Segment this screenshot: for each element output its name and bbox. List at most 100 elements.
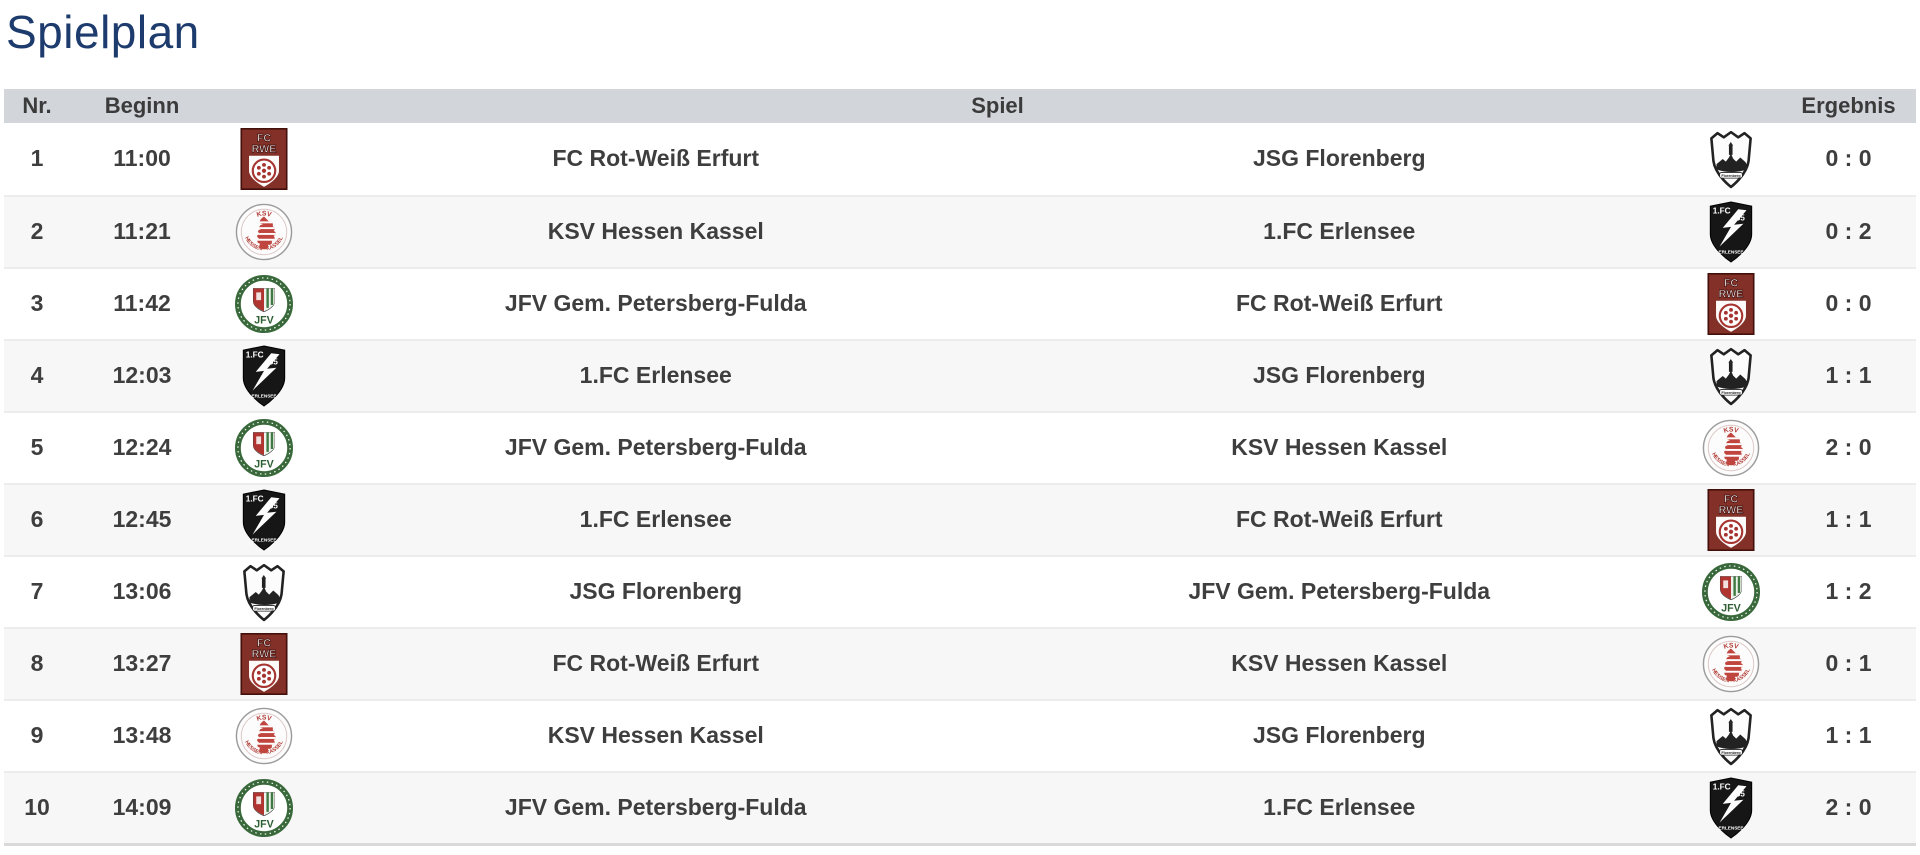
away-club-crest-icon <box>1702 777 1760 839</box>
column-header-nr: Nr. <box>22 92 52 118</box>
home-team-name: FC Rot-Weiß Erfurt <box>552 145 760 172</box>
match-start-time: 11:00 <box>113 145 171 172</box>
away-team-logo <box>1681 273 1781 335</box>
column-header-ergebnis: Ergebnis <box>1801 92 1896 118</box>
away-team-name: JFV Gem. Petersberg-Fulda <box>1188 578 1491 605</box>
table-row: 8 13:27 FC Rot-Weiß Erfurt KSV Hessen Ka… <box>4 626 1916 699</box>
away-team-name: 1.FC Erlensee <box>1263 218 1416 245</box>
home-club-crest-icon <box>235 417 293 479</box>
away-club-crest-icon <box>1702 417 1760 479</box>
match-result: 0 : 2 <box>1825 218 1872 245</box>
home-team-name: JFV Gem. Petersberg-Fulda <box>504 794 807 821</box>
table-row: 1 11:00 FC Rot-Weiß Erfurt JSG Florenber… <box>4 122 1916 195</box>
away-club-crest-icon <box>1702 705 1760 767</box>
match-list: 1 11:00 FC Rot-Weiß Erfurt JSG Florenber… <box>4 122 1916 846</box>
match-number: 4 <box>30 362 44 389</box>
home-club-crest-icon <box>235 633 293 695</box>
home-team-name: JFV Gem. Petersberg-Fulda <box>504 290 807 317</box>
table-row: 2 11:21 KSV Hessen Kassel 1.FC Erlensee … <box>4 194 1916 267</box>
match-result: 0 : 1 <box>1825 650 1872 677</box>
match-start-time: 12:24 <box>112 434 172 461</box>
match-number: 8 <box>30 650 44 677</box>
home-team-name: 1.FC Erlensee <box>579 362 732 389</box>
home-team-name: FC Rot-Weiß Erfurt <box>552 650 760 677</box>
away-club-crest-icon <box>1702 561 1760 623</box>
match-start-time: 13:27 <box>112 650 172 677</box>
table-row: 7 13:06 JSG Florenberg JFV Gem. Petersbe… <box>4 554 1916 627</box>
away-team-name: KSV Hessen Kassel <box>1231 434 1448 461</box>
home-team-name: KSV Hessen Kassel <box>547 722 764 749</box>
away-team-logo <box>1681 128 1781 190</box>
match-result: 1 : 1 <box>1825 506 1872 533</box>
match-number: 7 <box>30 578 44 605</box>
match-result: 0 : 0 <box>1825 145 1872 172</box>
match-start-time: 14:09 <box>112 794 172 821</box>
column-header-spiel-wrap: Spiel <box>314 93 1681 119</box>
home-club-crest-icon <box>235 273 293 335</box>
away-team-name: KSV Hessen Kassel <box>1231 650 1448 677</box>
home-team-name: 1.FC Erlensee <box>579 506 732 533</box>
away-team-logo <box>1681 705 1781 767</box>
away-team-name: JSG Florenberg <box>1252 362 1426 389</box>
table-row: 4 12:03 1.FC Erlensee JSG Florenberg 1 :… <box>4 338 1916 411</box>
home-team-logo <box>214 273 314 335</box>
away-team-logo <box>1681 561 1781 623</box>
away-team-logo <box>1681 633 1781 695</box>
home-team-logo <box>214 777 314 839</box>
match-result: 0 : 0 <box>1825 290 1872 317</box>
match-start-time: 12:03 <box>112 362 172 389</box>
match-start-time: 13:06 <box>112 578 172 605</box>
away-team-name: FC Rot-Weiß Erfurt <box>1235 290 1443 317</box>
home-team-logo <box>214 705 314 767</box>
match-result: 1 : 1 <box>1825 362 1872 389</box>
table-row: 9 13:48 KSV Hessen Kassel JSG Florenberg… <box>4 698 1916 771</box>
away-team-name: 1.FC Erlensee <box>1263 794 1416 821</box>
home-club-crest-icon <box>235 345 293 407</box>
away-team-logo <box>1681 777 1781 839</box>
away-team-logo <box>1681 417 1781 479</box>
table-row: 5 12:24 JFV Gem. Petersberg-Fulda KSV He… <box>4 410 1916 483</box>
away-team-name: JSG Florenberg <box>1252 145 1426 172</box>
match-result: 1 : 1 <box>1825 722 1872 749</box>
match-number: 2 <box>30 218 44 245</box>
away-team-logo <box>1681 201 1781 263</box>
away-club-crest-icon <box>1702 201 1760 263</box>
home-team-logo <box>214 489 314 551</box>
away-team-logo <box>1681 489 1781 551</box>
away-team-name: JSG Florenberg <box>1252 722 1426 749</box>
column-header-beginn: Beginn <box>104 92 180 118</box>
table-row: 6 12:45 1.FC Erlensee FC Rot-Weiß Erfurt… <box>4 482 1916 555</box>
match-start-time: 12:45 <box>112 506 172 533</box>
match-result: 2 : 0 <box>1825 794 1872 821</box>
page-title: Spielplan <box>6 6 200 58</box>
match-result: 1 : 2 <box>1825 578 1872 605</box>
match-result: 2 : 0 <box>1825 434 1872 461</box>
home-club-crest-icon <box>235 489 293 551</box>
match-start-time: 11:42 <box>113 290 171 317</box>
home-team-logo <box>214 633 314 695</box>
home-club-crest-icon <box>235 777 293 839</box>
match-start-time: 13:48 <box>112 722 172 749</box>
home-team-logo <box>214 561 314 623</box>
match-number: 3 <box>30 290 44 317</box>
home-team-logo <box>214 201 314 263</box>
home-club-crest-icon <box>235 705 293 767</box>
away-team-name: FC Rot-Weiß Erfurt <box>1235 506 1443 533</box>
match-number: 10 <box>24 794 50 821</box>
away-club-crest-icon <box>1702 128 1760 190</box>
home-club-crest-icon <box>235 128 293 190</box>
match-number: 9 <box>30 722 44 749</box>
away-club-crest-icon <box>1702 633 1760 695</box>
home-team-name: JFV Gem. Petersberg-Fulda <box>504 434 807 461</box>
table-header-row: Nr. Beginn Spiel Ergebnis <box>4 88 1916 123</box>
home-team-name: JSG Florenberg <box>569 578 743 605</box>
home-team-logo <box>214 417 314 479</box>
column-header-spiel: Spiel <box>971 92 1024 118</box>
match-number: 6 <box>30 506 44 533</box>
home-club-crest-icon <box>235 561 293 623</box>
match-number: 5 <box>30 434 44 461</box>
away-club-crest-icon <box>1702 345 1760 407</box>
away-club-crest-icon <box>1702 273 1760 335</box>
table-row: 3 11:42 JFV Gem. Petersberg-Fulda FC Rot… <box>4 266 1916 339</box>
